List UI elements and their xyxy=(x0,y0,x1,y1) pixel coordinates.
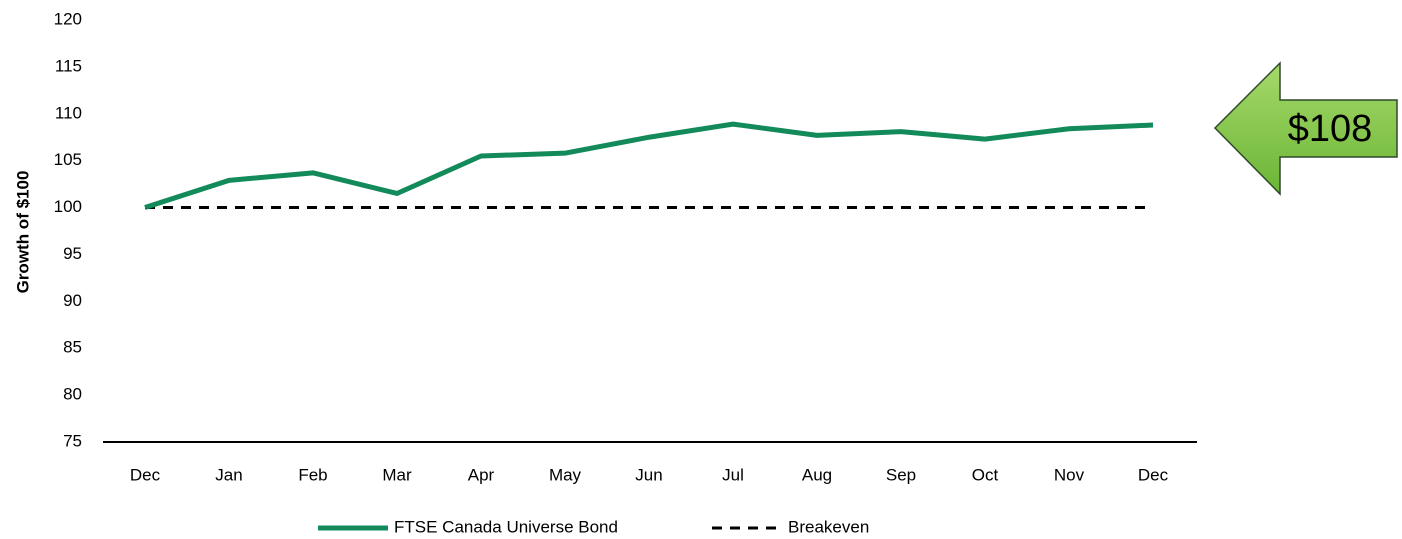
y-tick-label: 85 xyxy=(63,338,82,357)
x-tick-label: Oct xyxy=(972,465,999,484)
x-tick-label: Sep xyxy=(886,465,916,484)
y-tick-label: 75 xyxy=(63,431,82,450)
x-tick-label: Nov xyxy=(1054,465,1085,484)
y-tick-label: 110 xyxy=(55,103,82,122)
y-tick-label: 105 xyxy=(54,150,82,169)
x-tick-label: Jan xyxy=(215,465,242,484)
y-tick-label: 120 xyxy=(54,9,82,28)
annotation-arrow xyxy=(1213,61,1398,196)
x-tick-label: Dec xyxy=(130,465,161,484)
legend-label: Breakeven xyxy=(788,517,869,536)
x-tick-label: Jun xyxy=(635,465,662,484)
x-tick-label: Dec xyxy=(1138,465,1169,484)
y-axis-title: Growth of $100 xyxy=(13,171,32,294)
y-tick-label: 95 xyxy=(63,244,82,263)
y-tick-label: 115 xyxy=(55,56,82,75)
x-tick-label: Jul xyxy=(722,465,744,484)
x-tick-label: Mar xyxy=(382,465,412,484)
x-tick-label: Apr xyxy=(468,465,495,484)
x-tick-label: Feb xyxy=(298,465,327,484)
series-line xyxy=(144,121,1154,210)
x-tick-label: May xyxy=(549,465,582,484)
y-tick-label: 90 xyxy=(63,291,82,310)
y-tick-label: 100 xyxy=(54,197,82,216)
legend-label: FTSE Canada Universe Bond xyxy=(394,517,618,536)
annotation: $108 xyxy=(1288,108,1373,150)
x-tick-label: Aug xyxy=(802,465,832,484)
y-tick-label: 80 xyxy=(63,385,82,404)
